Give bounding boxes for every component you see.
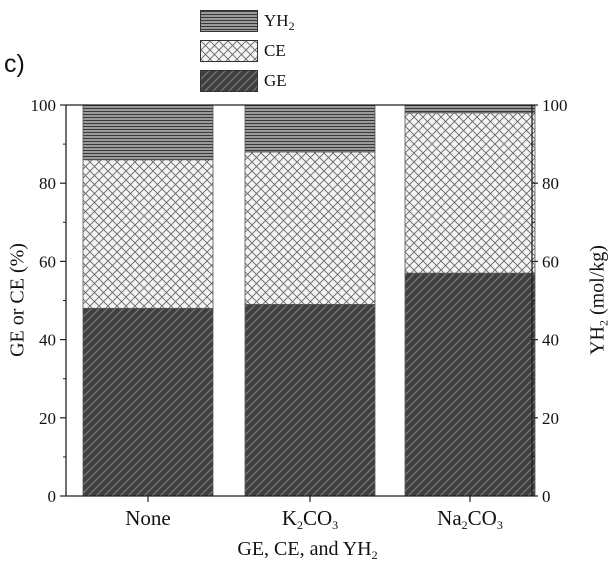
legend-swatch-ce <box>200 40 258 62</box>
y-tick-label-right-80: 80 <box>542 174 559 193</box>
bar-yh2-0 <box>82 104 214 161</box>
x-tick-label-2: Na2CO3 <box>437 506 503 532</box>
y-axis-label-right: YH2 (mol/kg) <box>586 245 611 355</box>
bar-yh2-1 <box>244 104 376 153</box>
y-tick-label-right-0: 0 <box>542 487 551 506</box>
legend-label-yh2: YH2 <box>264 11 295 33</box>
bar-ge-0 <box>82 307 214 497</box>
bar-ce-2 <box>404 112 536 274</box>
y-tick-label-left-20: 20 <box>39 409 56 428</box>
axes-group: 0 0 20 20 40 40 60 60 80 80 100 100 <box>31 96 568 506</box>
y-tick-label-right-60: 60 <box>542 252 559 271</box>
bar-ge-2 <box>404 272 536 497</box>
y-tick-label-left-60: 60 <box>39 252 56 271</box>
legend-swatch-yh2 <box>200 10 258 32</box>
legend-swatch-ge <box>200 70 258 92</box>
y-tick-label-right-20: 20 <box>542 409 559 428</box>
legend-label-ce: CE <box>264 41 286 60</box>
y-tick-label-left-0: 0 <box>48 487 57 506</box>
y-tick-label-left-40: 40 <box>39 331 56 350</box>
x-axis-label: GE, CE, and YH2 <box>237 538 378 562</box>
x-tick-label-1: K2CO3 <box>281 506 339 532</box>
bar-ge-1 <box>244 304 376 497</box>
bar-yh2-2 <box>404 104 536 114</box>
y-tick-label-right-40: 40 <box>542 331 559 350</box>
panel-label: c) <box>4 50 25 78</box>
y-tick-label-right-100: 100 <box>542 96 568 115</box>
bars-group <box>82 104 536 497</box>
bar-ce-0 <box>82 159 214 309</box>
y-axis-label-left: GE or CE (%) <box>6 243 29 357</box>
legend-label-ge: GE <box>264 71 287 90</box>
y-tick-label-left-100: 100 <box>31 96 57 115</box>
bar-ce-1 <box>244 151 376 305</box>
y-tick-label-left-80: 80 <box>39 174 56 193</box>
x-tick-label-0: None <box>125 506 171 530</box>
